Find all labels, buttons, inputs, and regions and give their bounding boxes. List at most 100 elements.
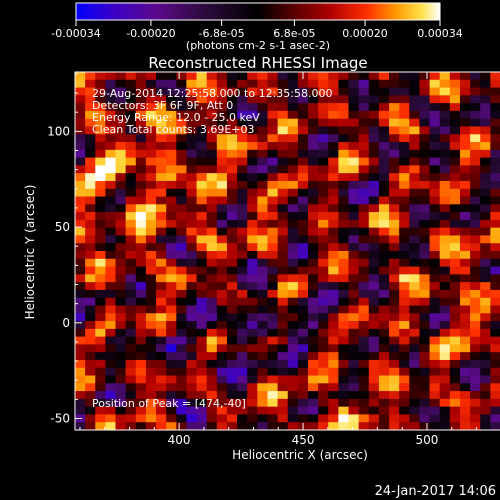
heatmap-cell [75, 103, 86, 112]
heatmap-cell [409, 118, 421, 128]
heatmap-cell [237, 406, 248, 416]
heatmap-cell [429, 297, 441, 307]
heatmap-cell [115, 289, 127, 299]
heatmap-cell [348, 157, 360, 166]
heatmap-cell [378, 398, 390, 408]
heatmap-cell [470, 188, 481, 198]
heatmap-cell [308, 258, 319, 268]
heatmap-cell [237, 212, 248, 221]
heatmap-cell [267, 134, 279, 143]
heatmap-cell [439, 375, 451, 384]
heatmap-cell [145, 352, 157, 361]
heatmap-cell [308, 157, 319, 166]
heatmap-cell [328, 321, 339, 330]
heatmap-cell [439, 134, 451, 143]
heatmap-cell [186, 235, 198, 244]
heatmap-cell [328, 227, 339, 237]
heatmap-cell [196, 134, 208, 143]
heatmap-cell [105, 414, 117, 423]
heatmap-cell [459, 173, 471, 182]
heatmap-cell [429, 289, 441, 299]
heatmap-cell [206, 134, 218, 143]
heatmap-cell [399, 142, 410, 151]
heatmap-cell [318, 188, 329, 198]
heatmap-cell [247, 282, 258, 291]
heatmap-cell [216, 180, 228, 190]
heatmap-cell [216, 258, 228, 268]
heatmap-cell [237, 72, 248, 81]
heatmap-cell [368, 165, 380, 174]
heatmap-cell [429, 103, 441, 112]
colorbar-tick-label: -0.00034 [51, 27, 100, 40]
heatmap-cell [95, 188, 106, 198]
heatmap-cell [358, 305, 370, 314]
heatmap-cell [368, 336, 380, 345]
heatmap-cell [135, 251, 147, 260]
heatmap-cell [85, 219, 96, 229]
heatmap-cell [287, 344, 299, 353]
heatmap-cell [226, 212, 238, 221]
heatmap-cell [105, 251, 117, 260]
heatmap-cell [378, 289, 390, 299]
heatmap-cell [368, 422, 380, 430]
heatmap-cell [95, 79, 106, 89]
heatmap-cell [429, 118, 441, 128]
heatmap-cell [186, 406, 198, 416]
heatmap-cell [358, 243, 370, 252]
heatmap-cell [156, 95, 167, 104]
heatmap-cell [338, 398, 350, 408]
heatmap-cell [449, 235, 461, 244]
heatmap-cell [409, 110, 421, 120]
heatmap-cell [308, 196, 319, 205]
heatmap-cell [156, 103, 167, 112]
heatmap-cell [257, 251, 269, 260]
heatmap-cell [348, 219, 360, 229]
heatmap-cell [216, 196, 228, 205]
heatmap-cell [368, 134, 380, 143]
heatmap-cell [247, 134, 258, 143]
heatmap-cell [308, 414, 319, 423]
heatmap-cell [196, 344, 208, 353]
heatmap-cell [186, 289, 198, 299]
heatmap-cell [378, 173, 390, 182]
heatmap-cell [85, 204, 96, 213]
heatmap-cell [247, 297, 258, 307]
heatmap-cell [399, 227, 410, 237]
heatmap-cell [480, 266, 491, 275]
heatmap-cell [247, 72, 258, 81]
heatmap-cell [196, 383, 208, 392]
heatmap-cell [348, 126, 360, 135]
heatmap-cell [105, 383, 117, 392]
heatmap-cell [85, 180, 96, 190]
heatmap-cell [459, 87, 471, 96]
heatmap-cell [186, 266, 198, 275]
heatmap-cell [196, 219, 208, 229]
heatmap-cell [297, 336, 309, 345]
heatmap-cell [145, 219, 157, 229]
heatmap-cell [419, 359, 431, 369]
heatmap-cell [439, 352, 451, 361]
heatmap-cell [186, 375, 198, 384]
heatmap-cell [470, 328, 481, 338]
heatmap-cell [216, 126, 228, 135]
heatmap-cell [449, 134, 461, 143]
heatmap-cell [480, 398, 491, 408]
heatmap-cell [156, 336, 167, 345]
heatmap-cell [308, 266, 319, 275]
heatmap-cell [166, 383, 177, 392]
heatmap-cell [85, 149, 96, 159]
heatmap-cell [156, 375, 167, 384]
heatmap-cell [358, 289, 370, 299]
heatmap-cell [470, 235, 481, 244]
heatmap-cell [75, 251, 86, 260]
heatmap-cell [186, 336, 198, 345]
heatmap-cell [338, 227, 350, 237]
heatmap-cell [439, 391, 451, 400]
heatmap-cell [490, 212, 500, 221]
heatmap-cell [480, 297, 491, 307]
heatmap-cell [338, 87, 350, 96]
heatmap-cell [318, 103, 329, 112]
heatmap-cell [206, 398, 218, 408]
heatmap-cell [490, 398, 500, 408]
heatmap-cell [480, 219, 491, 229]
